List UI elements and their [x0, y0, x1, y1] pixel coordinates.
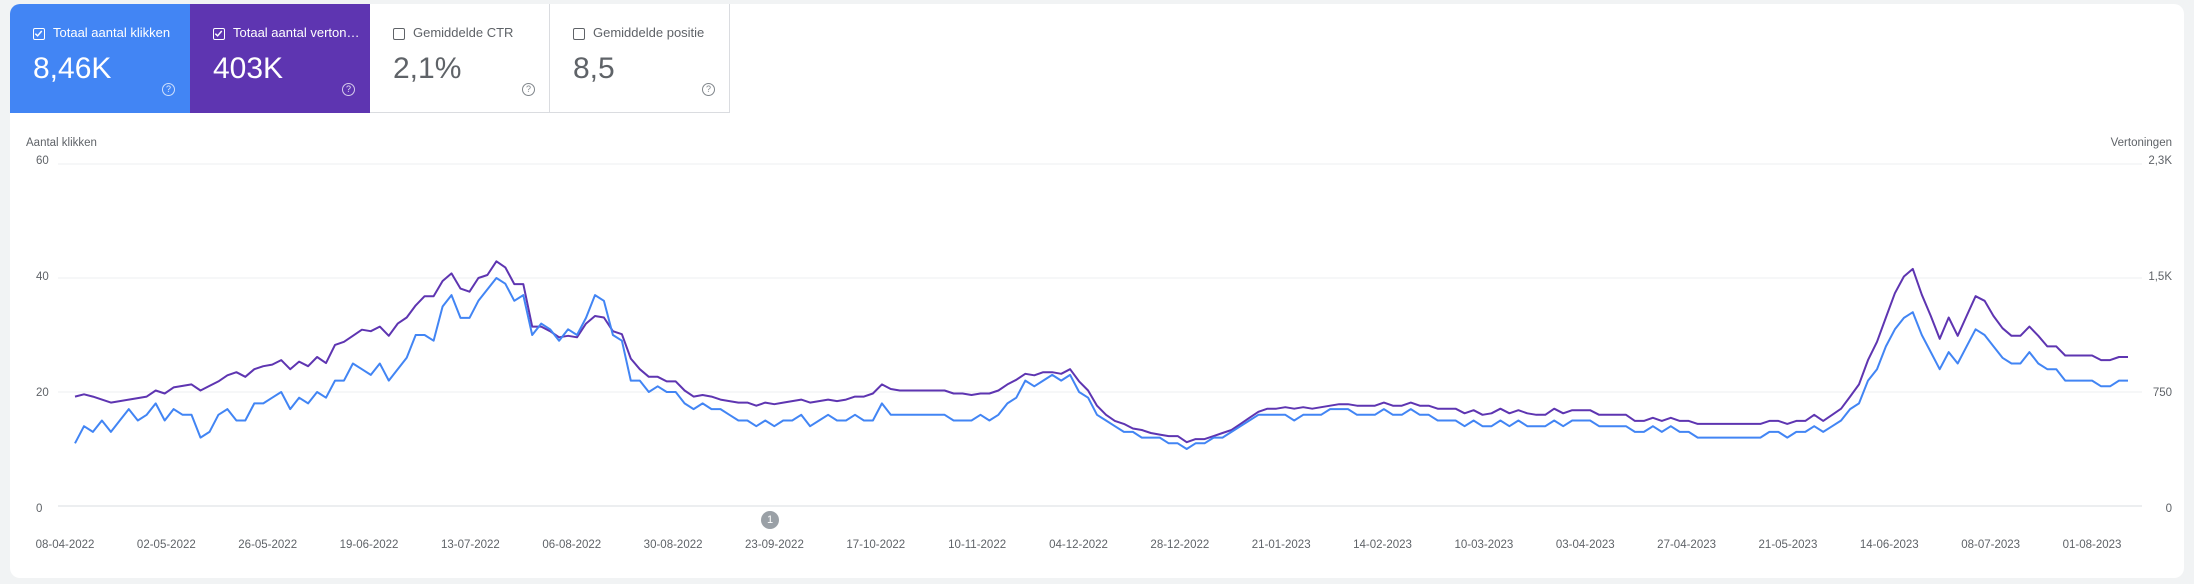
x-tick-label: 21-01-2023 [1251, 539, 1311, 551]
x-tick-label: 04-12-2022 [1049, 539, 1108, 551]
right-tick-label: 2,3K [2148, 155, 2172, 167]
metric-cards: Totaal aantal klikken 8,46K ? Totaal aan… [10, 4, 730, 113]
metric-value-clicks: 8,46K [33, 52, 112, 85]
metric-card-ctr[interactable]: Gemiddelde CTR 2,1% ? [370, 4, 550, 113]
x-tick-label: 08-04-2022 [35, 539, 95, 551]
metric-card-clicks[interactable]: Totaal aantal klikken 8,46K ? [10, 4, 190, 113]
x-tick-label: 14-02-2023 [1353, 539, 1412, 551]
help-icon[interactable]: ? [702, 83, 715, 96]
metric-card-impressions[interactable]: Totaal aantal vertoningen 403K ? [190, 4, 370, 113]
left-tick-label: 60 [36, 155, 49, 167]
check-icon [34, 30, 43, 37]
x-tick-label: 23-09-2022 [745, 539, 804, 551]
metric-value-ctr: 2,1% [393, 52, 462, 85]
metric-label-position: Gemiddelde positie [593, 25, 705, 40]
left-tick-label: 20 [36, 387, 49, 399]
checkbox-ctr[interactable] [393, 28, 405, 40]
metric-value-impressions: 403K [213, 52, 284, 85]
x-tick-label: 21-05-2023 [1758, 539, 1818, 551]
x-tick-label: 19-06-2022 [339, 539, 399, 551]
series-line-impressions[interactable] [74, 260, 2128, 444]
metric-card-position[interactable]: Gemiddelde positie 8,5 ? [550, 4, 730, 113]
annotation-marker[interactable]: 1 [761, 511, 779, 529]
right-tick-label: 1,5K [2148, 271, 2172, 283]
right-tick-label: 750 [2152, 387, 2172, 399]
x-tick-label: 06-08-2022 [542, 539, 602, 551]
x-tick-label: 02-05-2022 [136, 539, 196, 551]
x-tick-label: 10-03-2023 [1454, 539, 1514, 551]
checkbox-impressions[interactable] [213, 28, 225, 40]
x-tick-label: 03-04-2023 [1555, 539, 1615, 551]
check-icon [214, 30, 223, 37]
series-line-clicks[interactable] [74, 277, 2128, 450]
right-tick-label: 0 [2165, 503, 2172, 515]
right-axis-title: Vertoningen [2110, 137, 2172, 149]
performance-panel: Totaal aantal klikken 8,46K ? Totaal aan… [10, 4, 2184, 578]
left-tick-label: 40 [36, 271, 49, 283]
x-tick-label: 26-05-2022 [238, 539, 298, 551]
performance-chart[interactable] [58, 160, 2142, 510]
x-tick-label: 13-07-2022 [440, 539, 500, 551]
metric-value-position: 8,5 [573, 52, 615, 85]
help-icon[interactable]: ? [162, 83, 175, 96]
metric-label-clicks: Totaal aantal klikken [53, 25, 171, 40]
checkbox-clicks[interactable] [33, 28, 45, 40]
x-tick-label: 17-10-2022 [846, 539, 906, 551]
x-tick-label: 30-08-2022 [643, 539, 703, 551]
series-lines [74, 260, 2128, 450]
left-axis-title: Aantal klikken [26, 137, 97, 149]
x-tick-label: 08-07-2023 [1961, 539, 2021, 551]
gridlines [58, 163, 2142, 507]
help-icon[interactable]: ? [522, 83, 535, 96]
help-icon[interactable]: ? [342, 83, 355, 96]
x-tick-label: 14-06-2023 [1859, 539, 1919, 551]
checkbox-position[interactable] [573, 28, 585, 40]
metric-label-ctr: Gemiddelde CTR [413, 25, 514, 40]
x-tick-label: 27-04-2023 [1657, 539, 1717, 551]
x-tick-label: 28-12-2022 [1150, 539, 1210, 551]
left-tick-label: 0 [36, 503, 43, 515]
x-tick-label: 01-08-2023 [2062, 539, 2122, 551]
metric-label-impressions: Totaal aantal vertoningen [233, 25, 361, 40]
x-tick-label: 10-11-2022 [948, 539, 1007, 551]
